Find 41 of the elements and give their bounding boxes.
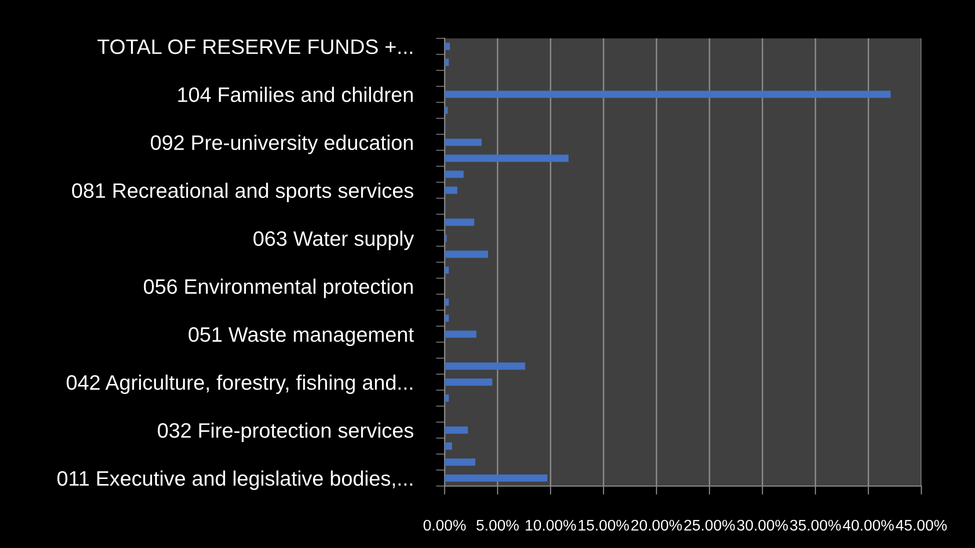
y-tick-label: 063 Water supply [254,230,414,250]
bar [444,250,488,258]
bar [444,106,448,114]
bar [444,42,450,50]
bar [444,298,449,306]
x-tick-label: 45.00% [896,520,947,531]
x-tick-label: 40.00% [842,520,894,531]
y-tick-label: 032 Fire-protection services [158,422,414,442]
bar [444,426,468,434]
x-tick-label: 15.00% [578,520,629,531]
bar [444,314,449,322]
bar [444,90,891,98]
bar [444,218,474,226]
y-tick-label: TOTAL OF RESERVE FUNDS +... [97,39,412,54]
bar [444,330,476,338]
y-tick-label: 056 Environmental protection [144,278,413,298]
x-tick-label: 25.00% [684,520,735,531]
bar [444,138,482,146]
bar [444,170,464,178]
y-tick-label: 092 Pre-university education [150,134,413,154]
x-tick-label: 20.00% [631,520,682,531]
bar [444,442,452,450]
bar [444,378,492,386]
bar [444,362,526,370]
y-tick-label: 081 Recreational and sports services [72,182,414,202]
bar [444,186,458,194]
y-tick-label: 042 Agriculture, forestry, fishing and... [66,374,412,394]
x-tick-label: 5.00% [476,520,519,531]
x-tick-label: 35.00% [790,520,841,531]
x-tick-label: 10.00% [526,520,576,531]
bar [444,458,476,466]
y-tick-label: 104 Families and children [178,86,413,102]
y-tick-label: 011 Executive and legislative bodies,... [57,470,412,490]
x-tick-label: 30.00% [737,520,788,531]
bar [444,474,548,482]
bar [444,58,449,66]
y-tick-label: 051 Waste management [188,327,414,346]
bar [444,394,449,402]
x-tick-label: 0.00% [424,520,466,531]
bar [444,266,449,274]
bar [444,154,569,162]
